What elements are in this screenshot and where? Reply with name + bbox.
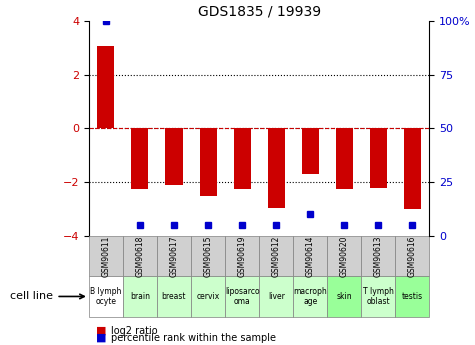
Text: ■: ■ <box>95 333 106 343</box>
Text: cervix: cervix <box>197 292 220 301</box>
FancyBboxPatch shape <box>395 236 429 276</box>
Bar <box>165 128 182 185</box>
Bar <box>200 128 217 196</box>
Text: liposarco
oma: liposarco oma <box>225 287 259 306</box>
Text: skin: skin <box>336 292 352 301</box>
FancyBboxPatch shape <box>225 276 259 317</box>
Text: GSM90612: GSM90612 <box>272 235 281 277</box>
Text: GSM90619: GSM90619 <box>238 235 247 277</box>
Bar <box>132 128 149 189</box>
Text: macroph
age: macroph age <box>294 287 327 306</box>
Text: testis: testis <box>402 292 423 301</box>
Text: breast: breast <box>162 292 186 301</box>
Text: T lymph
oblast: T lymph oblast <box>363 287 394 306</box>
Text: GSM90615: GSM90615 <box>204 235 213 277</box>
FancyBboxPatch shape <box>89 276 123 317</box>
FancyBboxPatch shape <box>157 236 191 276</box>
FancyBboxPatch shape <box>259 276 293 317</box>
Text: log2 ratio: log2 ratio <box>111 326 158 336</box>
FancyBboxPatch shape <box>395 276 429 317</box>
Text: ■: ■ <box>95 326 106 336</box>
Text: brain: brain <box>130 292 150 301</box>
Bar <box>336 128 353 189</box>
FancyBboxPatch shape <box>123 236 157 276</box>
Title: GDS1835 / 19939: GDS1835 / 19939 <box>198 4 321 18</box>
Bar <box>404 128 421 209</box>
Text: GSM90611: GSM90611 <box>101 235 110 277</box>
FancyBboxPatch shape <box>89 236 123 276</box>
Text: liver: liver <box>268 292 285 301</box>
Bar <box>97 46 114 128</box>
Bar <box>268 128 285 208</box>
Text: GSM90617: GSM90617 <box>170 235 179 277</box>
FancyBboxPatch shape <box>361 276 395 317</box>
FancyBboxPatch shape <box>361 236 395 276</box>
Text: GSM90614: GSM90614 <box>306 235 315 277</box>
Text: GSM90620: GSM90620 <box>340 235 349 277</box>
FancyBboxPatch shape <box>327 276 361 317</box>
FancyBboxPatch shape <box>293 276 327 317</box>
Text: GSM90613: GSM90613 <box>374 235 383 277</box>
FancyBboxPatch shape <box>191 276 225 317</box>
Bar <box>302 128 319 174</box>
FancyBboxPatch shape <box>123 276 157 317</box>
Bar <box>370 128 387 188</box>
Text: cell line: cell line <box>10 292 84 302</box>
Text: B lymph
ocyte: B lymph ocyte <box>90 287 122 306</box>
FancyBboxPatch shape <box>225 236 259 276</box>
FancyBboxPatch shape <box>259 236 293 276</box>
Text: GSM90616: GSM90616 <box>408 235 417 277</box>
Text: percentile rank within the sample: percentile rank within the sample <box>111 333 276 343</box>
FancyBboxPatch shape <box>293 236 327 276</box>
Text: GSM90618: GSM90618 <box>135 235 144 277</box>
Bar <box>234 128 251 189</box>
FancyBboxPatch shape <box>327 236 361 276</box>
FancyBboxPatch shape <box>191 236 225 276</box>
FancyBboxPatch shape <box>157 276 191 317</box>
